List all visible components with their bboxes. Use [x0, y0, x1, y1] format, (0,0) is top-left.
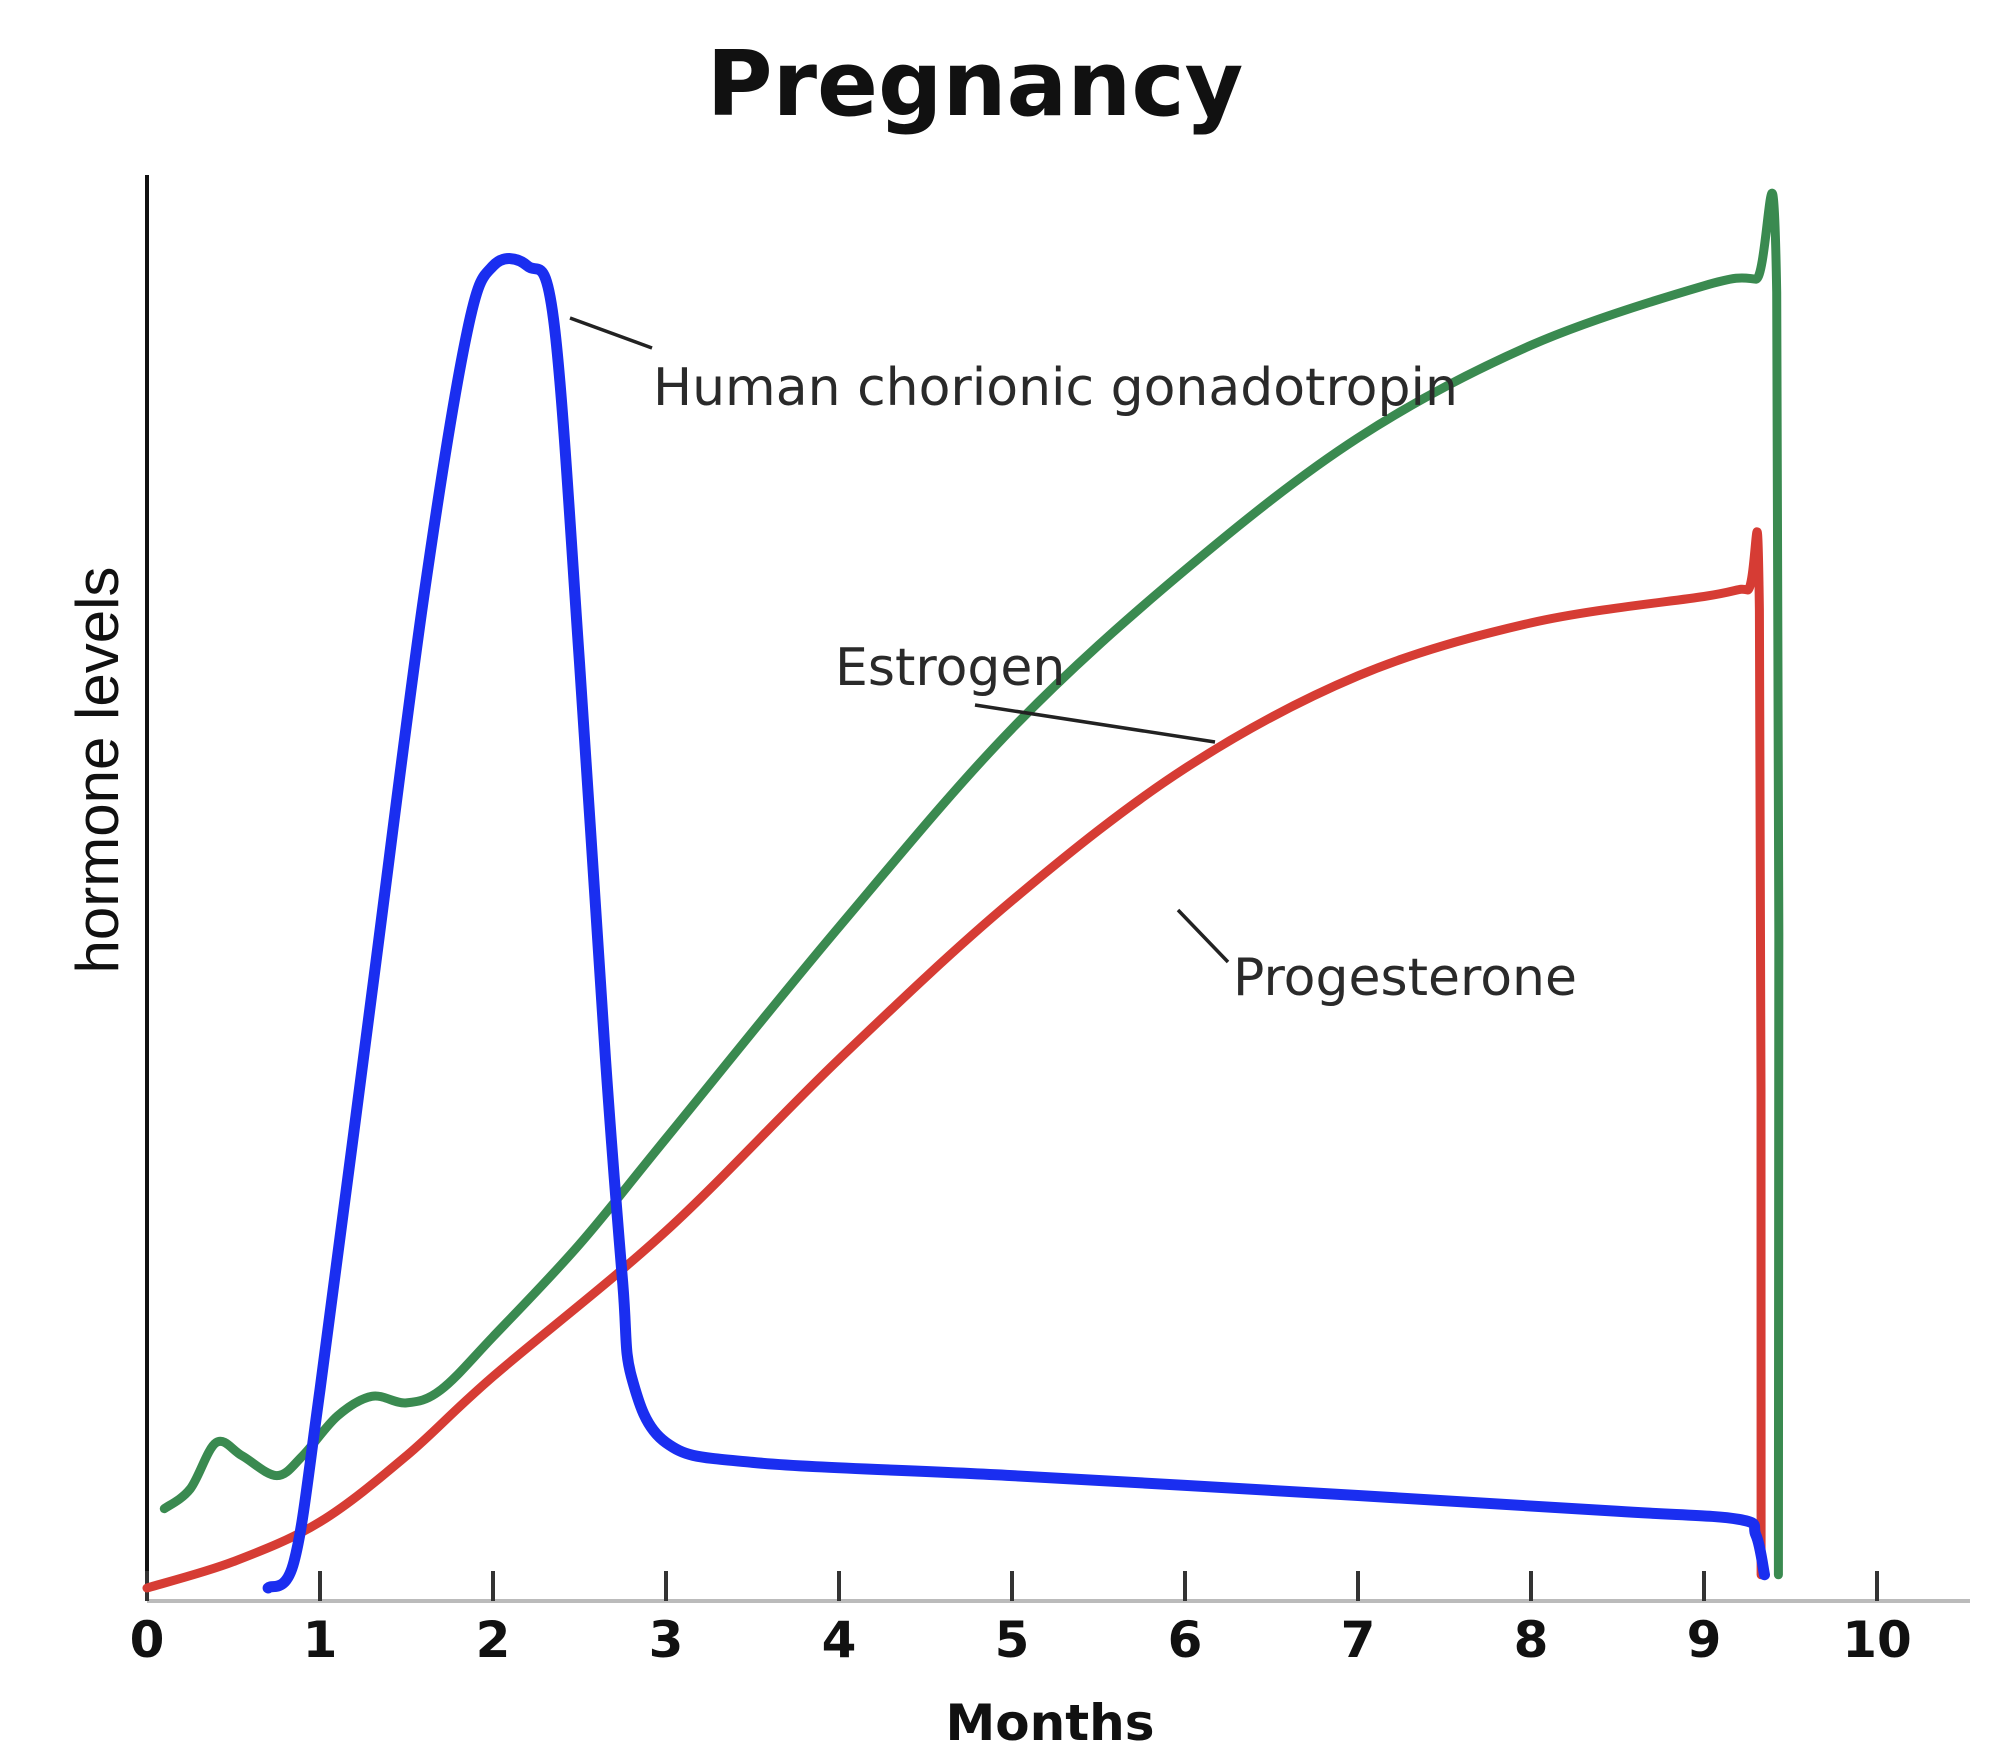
x-tick-label: 8: [1514, 1611, 1549, 1669]
estrogen-series-line: [159, 188, 1784, 1580]
estrogen-series-label: Estrogen: [835, 638, 1065, 698]
x-tick-label: 6: [1168, 1611, 1203, 1669]
chart-title: Pregnancy: [707, 32, 1244, 137]
estrogen-label-group: Estrogen: [835, 638, 1216, 744]
series-lines: [142, 188, 1784, 1594]
x-tick-label: 0: [130, 1611, 165, 1669]
estrogen-leader-line: [974, 703, 1216, 744]
progesterone-series-label: Progesterone: [1233, 948, 1577, 1008]
x-tick-label: 5: [995, 1611, 1030, 1669]
hcg-leader-line: [569, 316, 653, 350]
x-tick-label: 1: [303, 1611, 338, 1669]
progesterone-leader-line: [1176, 908, 1230, 964]
x-tick-label: 10: [1842, 1611, 1912, 1669]
x-tick-label: 3: [649, 1611, 684, 1669]
progesterone-series-line: [142, 527, 1766, 1593]
x-axis-label: Months: [946, 1694, 1155, 1752]
progesterone-label-group: Progesterone: [1176, 908, 1577, 1008]
hcg-series-label: Human chorionic gonadotropin: [653, 358, 1458, 418]
x-tick-label: 9: [1687, 1611, 1722, 1669]
hcg-label-group: Human chorionic gonadotropin: [569, 316, 1458, 418]
x-tick-label: 7: [1341, 1611, 1376, 1669]
hcg-series-line: [262, 253, 1770, 1594]
x-tick-label: 2: [476, 1611, 511, 1669]
x-axis-ticks: 0 1 2 3 4 5 6 7 8 9 10: [130, 1571, 1912, 1669]
y-axis-label: hormone levels: [64, 567, 131, 974]
x-tick-label: 4: [822, 1611, 857, 1669]
